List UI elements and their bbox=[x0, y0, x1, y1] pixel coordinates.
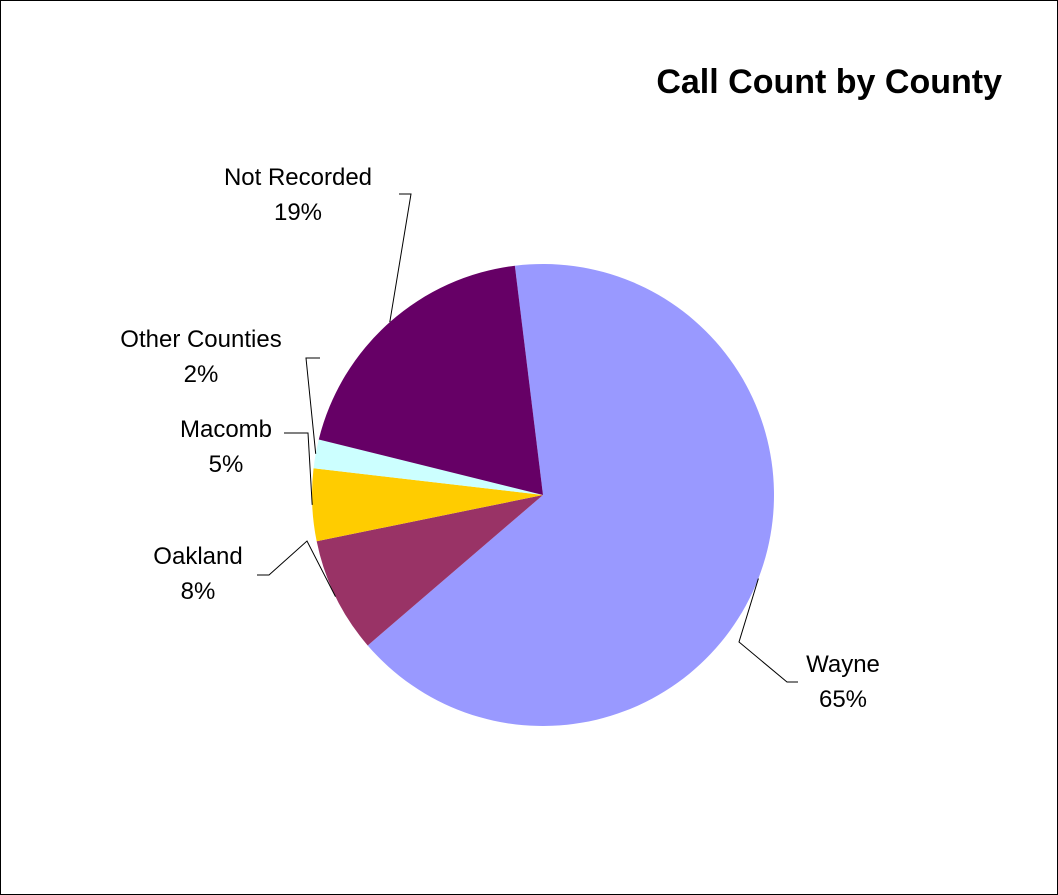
pie-slice-wayne bbox=[367, 263, 774, 726]
pie-slice-oakland bbox=[316, 495, 543, 646]
chart-title: Call Count by County bbox=[656, 63, 1002, 101]
slice-label-macomb: Macomb bbox=[180, 416, 272, 443]
slice-value-macomb: 5% bbox=[209, 451, 244, 478]
leader-line-not-recorded bbox=[389, 193, 412, 323]
slice-value-oakland: 8% bbox=[181, 578, 216, 605]
pie-slice-other-counties bbox=[313, 439, 543, 495]
slice-value-wayne: 65% bbox=[819, 686, 867, 713]
pie-slice-not-recorded bbox=[318, 265, 543, 495]
slice-label-other-counties: Other Counties bbox=[120, 326, 281, 353]
slice-label-wayne: Wayne bbox=[806, 651, 880, 678]
leader-line-other-counties bbox=[305, 357, 320, 454]
leader-line-oakland bbox=[257, 540, 336, 597]
leader-lines bbox=[257, 193, 798, 683]
slice-label-not-recorded: Not Recorded bbox=[224, 164, 372, 191]
slice-value-not-recorded: 19% bbox=[274, 199, 322, 226]
leader-line-macomb bbox=[284, 432, 313, 505]
leader-line-wayne bbox=[738, 578, 798, 683]
slice-label-oakland: Oakland bbox=[153, 543, 242, 570]
pie-slice-macomb bbox=[311, 468, 543, 542]
pie-slices bbox=[311, 263, 774, 726]
slice-value-other-counties: 2% bbox=[184, 361, 219, 388]
